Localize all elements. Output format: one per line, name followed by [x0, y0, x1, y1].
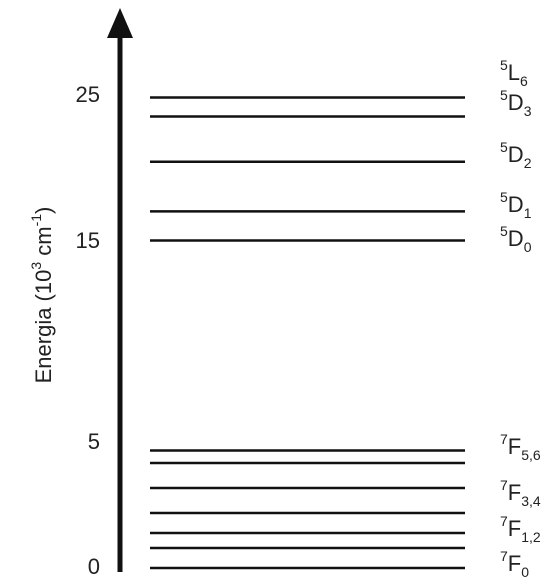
label-sup: 5	[500, 57, 508, 73]
level-label: 5D0	[500, 223, 532, 255]
y-label-part: )	[31, 207, 56, 214]
label-sub: 1	[524, 205, 532, 221]
y-tick-label: 25	[76, 82, 100, 107]
level-label: 5D1	[500, 189, 532, 221]
y-label-part: Energia (10	[31, 270, 56, 384]
label-sub: 3	[524, 103, 532, 119]
label-term: F	[508, 516, 521, 541]
y-tick-label: 0	[88, 554, 100, 579]
label-term: D	[508, 226, 524, 251]
level-label: 7F5,6	[500, 431, 541, 463]
label-sup: 7	[500, 513, 508, 529]
label-sup: 5	[500, 189, 508, 205]
label-sub: 2	[524, 155, 532, 171]
label-sup: 7	[500, 477, 508, 493]
label-sup: 5	[500, 87, 508, 103]
label-term: D	[508, 90, 524, 115]
y-label-sup: -1	[28, 214, 44, 227]
label-sup: 7	[500, 548, 508, 564]
label-term: F	[508, 551, 521, 576]
label-sup: 5	[500, 139, 508, 155]
label-sub: 3,4	[521, 493, 541, 509]
level-label: 5L6	[500, 57, 528, 89]
level-label: 7F0	[500, 548, 529, 580]
label-sub: 0	[521, 564, 529, 580]
level-label: 7F3,4	[500, 477, 541, 509]
level-label: 7F1,2	[500, 513, 541, 545]
y-label-part: cm	[31, 226, 56, 261]
label-sub: 6	[520, 73, 528, 89]
label-sup: 5	[500, 223, 508, 239]
label-term: D	[508, 142, 524, 167]
label-term: L	[508, 60, 520, 85]
y-axis-label: Energia (103 cm-1)	[28, 207, 56, 384]
label-term: D	[508, 192, 524, 217]
label-sub: 1,2	[521, 529, 541, 545]
label-sup: 7	[500, 431, 508, 447]
level-label: 5D3	[500, 87, 532, 119]
label-term: F	[508, 480, 521, 505]
label-term: F	[508, 434, 521, 459]
y-tick-label: 15	[76, 228, 100, 253]
label-sub: 5,6	[521, 447, 541, 463]
arrow-head	[107, 8, 133, 38]
y-label-sup: 3	[28, 262, 44, 270]
label-sub: 0	[524, 239, 532, 255]
y-tick-label: 5	[88, 429, 100, 454]
level-label: 5D2	[500, 139, 532, 171]
